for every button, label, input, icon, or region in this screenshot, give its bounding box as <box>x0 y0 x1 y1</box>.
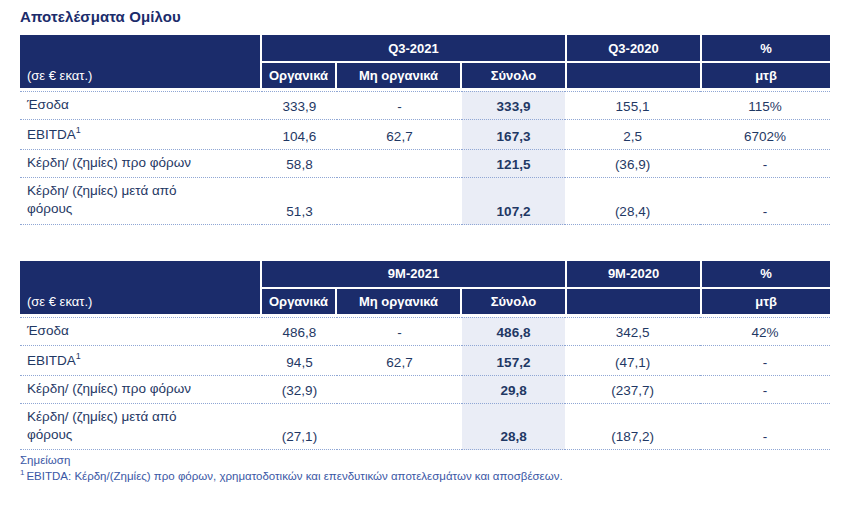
column-header-percent: % <box>700 261 830 289</box>
cell-organic: 104,6 <box>262 120 337 150</box>
column-header-change: μτβ <box>700 63 830 91</box>
cell-prev: 155,1 <box>565 91 700 120</box>
table-row-profit-before-tax: Κέρδη/ (ζημίες) προ φόρων (32,9) 29,8 (2… <box>20 376 830 404</box>
row-label: Κέρδη/ (ζημίες) προ φόρων <box>20 150 262 178</box>
row-label: Κέρδη/ (ζημίες) προ φόρων <box>20 376 262 404</box>
cell-total: 167,3 <box>462 120 565 150</box>
cell-organic: 486,8 <box>262 317 337 346</box>
cell-percent: 6702% <box>700 120 830 150</box>
column-header-prev-empty <box>565 289 700 317</box>
cell-prev: (237,7) <box>565 376 700 404</box>
footnote-ref: 1 <box>20 468 24 477</box>
column-header-percent: % <box>700 35 830 63</box>
column-header-prev-period: 9M-2020 <box>565 261 700 289</box>
cell-non-organic: - <box>337 317 462 346</box>
footnote: Σημείωση 1EBITDA: Κέρδη/(Ζημίες) προ φόρ… <box>20 453 830 484</box>
table-row-revenue: Έσοδα 486,8 - 486,8 342,5 42% <box>20 317 830 346</box>
cell-percent: - <box>700 178 830 224</box>
column-header-prev-period: Q3-2020 <box>565 35 700 63</box>
cell-total: 107,2 <box>462 178 565 224</box>
cell-percent: 42% <box>700 317 830 346</box>
cell-organic: 94,5 <box>262 346 337 376</box>
row-label: Κέρδη/ (ζημίες) μετά απόφόρους <box>20 178 262 224</box>
cell-non-organic <box>337 404 462 450</box>
cell-prev: 342,5 <box>565 317 700 346</box>
cell-non-organic: 62,7 <box>337 346 462 376</box>
cell-percent: 115% <box>700 91 830 120</box>
table-row-ebitda: EBITDA1 104,6 62,7 167,3 2,5 6702% <box>20 120 830 150</box>
unit-label: (σε € εκατ.) <box>20 35 262 91</box>
cell-non-organic: - <box>337 91 462 120</box>
table-header: (σε € εκατ.) 9M-2021 9M-2020 % Οργανικά … <box>20 261 830 317</box>
cell-percent: - <box>700 376 830 404</box>
column-header-current-period: Q3-2021 <box>262 35 565 63</box>
cell-non-organic <box>337 178 462 224</box>
cell-total: 121,5 <box>462 150 565 178</box>
column-header-total: Σύνολο <box>462 63 565 91</box>
row-label: EBITDA1 <box>20 346 262 376</box>
column-header-organic: Οργανικά <box>262 289 337 317</box>
column-header-non-organic: Μη οργανικά <box>337 63 462 91</box>
cell-non-organic <box>337 150 462 178</box>
cell-prev: (187,2) <box>565 404 700 450</box>
footnote-ref: 1 <box>76 351 81 361</box>
cell-organic: (32,9) <box>262 376 337 404</box>
column-header-total: Σύνολο <box>462 289 565 317</box>
column-header-prev-empty <box>565 63 700 91</box>
column-header-organic: Οργανικά <box>262 63 337 91</box>
row-label: Έσοδα <box>20 317 262 346</box>
cell-percent: - <box>700 150 830 178</box>
cell-percent: - <box>700 404 830 450</box>
table-row-profit-after-tax: Κέρδη/ (ζημίες) μετά απόφόρους (27,1) 28… <box>20 404 830 450</box>
results-table-9m: (σε € εκατ.) 9M-2021 9M-2020 % Οργανικά … <box>20 261 830 451</box>
cell-organic: 51,3 <box>262 178 337 224</box>
table-row-ebitda: EBITDA1 94,5 62,7 157,2 (47,1) - <box>20 346 830 376</box>
row-label: Έσοδα <box>20 91 262 120</box>
row-label: Κέρδη/ (ζημίες) μετά απόφόρους <box>20 404 262 450</box>
cell-percent: - <box>700 346 830 376</box>
table-row-revenue: Έσοδα 333,9 - 333,9 155,1 115% <box>20 91 830 120</box>
footnote-heading: Σημείωση <box>20 453 830 468</box>
footnote-ref: 1 <box>76 125 81 135</box>
cell-organic: 58,8 <box>262 150 337 178</box>
cell-prev: (36,9) <box>565 150 700 178</box>
cell-prev: (47,1) <box>565 346 700 376</box>
column-header-current-period: 9M-2021 <box>262 261 565 289</box>
footnote-text: 1EBITDA: Κέρδη/(Ζημίες) προ φόρων, χρημα… <box>20 468 830 484</box>
table-header: (σε € εκατ.) Q3-2021 Q3-2020 % Οργανικά … <box>20 35 830 91</box>
cell-total: 29,8 <box>462 376 565 404</box>
cell-total: 157,2 <box>462 346 565 376</box>
cell-organic: 333,9 <box>262 91 337 120</box>
cell-non-organic: 62,7 <box>337 120 462 150</box>
document-page: Αποτελέσματα Ομίλου (σε € εκατ.) Q3-2021… <box>0 0 847 484</box>
cell-total: 28,8 <box>462 404 565 450</box>
page-title: Αποτελέσματα Ομίλου <box>20 8 847 25</box>
cell-total: 486,8 <box>462 317 565 346</box>
table-row-profit-before-tax: Κέρδη/ (ζημίες) προ φόρων 58,8 121,5 (36… <box>20 150 830 178</box>
table-row-profit-after-tax: Κέρδη/ (ζημίες) μετά απόφόρους 51,3 107,… <box>20 178 830 224</box>
cell-non-organic <box>337 376 462 404</box>
column-header-change: μτβ <box>700 289 830 317</box>
cell-prev: (28,4) <box>565 178 700 224</box>
cell-total: 333,9 <box>462 91 565 120</box>
cell-prev: 2,5 <box>565 120 700 150</box>
results-table-q3: (σε € εκατ.) Q3-2021 Q3-2020 % Οργανικά … <box>20 35 830 225</box>
column-header-non-organic: Μη οργανικά <box>337 289 462 317</box>
unit-label: (σε € εκατ.) <box>20 261 262 317</box>
row-label: EBITDA1 <box>20 120 262 150</box>
cell-organic: (27,1) <box>262 404 337 450</box>
